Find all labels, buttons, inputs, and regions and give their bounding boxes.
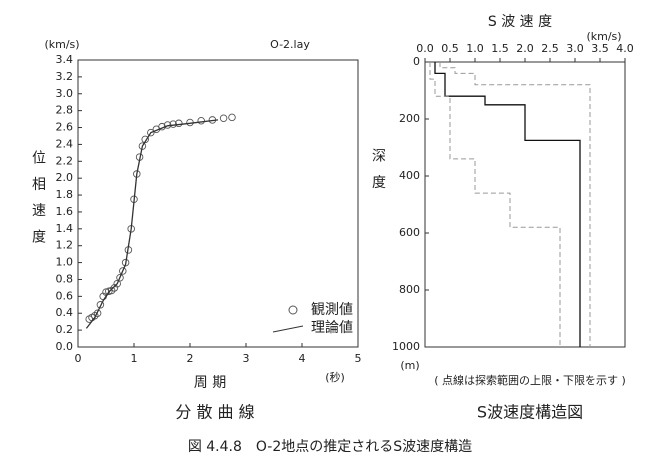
observed-point xyxy=(93,309,102,317)
y-tick-label: 0.4 xyxy=(56,306,74,319)
observed-point xyxy=(116,274,124,282)
x-tick-label: 2.5 xyxy=(541,42,559,55)
y-tick-label: 0.2 xyxy=(56,323,74,336)
x-tick-label: 1.5 xyxy=(491,42,509,55)
x-tick-label: 5 xyxy=(355,352,362,365)
x-unit: (秒) xyxy=(325,370,345,384)
y-tick-label: 0.8 xyxy=(56,272,74,285)
bound-line xyxy=(439,62,591,347)
x-tick-label: 4.0 xyxy=(616,42,634,55)
note: ( 点線は探索範囲の上限・下限を示す ) xyxy=(434,373,626,387)
y-tick-label: 3.4 xyxy=(56,53,74,66)
y-unit: (m) xyxy=(400,359,419,372)
legend-label: 観測値 xyxy=(311,301,353,318)
observed-point xyxy=(147,128,155,137)
y-tick-label: 600 xyxy=(399,226,420,239)
observed-point xyxy=(197,117,205,125)
observed-point xyxy=(119,267,127,275)
x-tick-label: 1.0 xyxy=(466,42,484,55)
x-tick-label: 3.0 xyxy=(566,42,584,55)
y-tick-label: 1.8 xyxy=(56,188,74,201)
caption: 分 散 曲 線 xyxy=(175,403,254,422)
x-tick-label: 3 xyxy=(243,352,250,365)
y-tick-label: 3.2 xyxy=(56,70,74,83)
x-tick-label: 4 xyxy=(299,352,306,365)
y-tick-label: 2.4 xyxy=(56,137,74,150)
y-tick-label: 2.8 xyxy=(56,104,74,117)
observed-point xyxy=(175,119,183,128)
x-tick-label: 0.0 xyxy=(416,42,434,55)
title: S 波 速 度 xyxy=(488,14,552,30)
x-tick-label: 2.0 xyxy=(516,42,534,55)
y-tick-label: 1.6 xyxy=(56,205,74,218)
y-tick-label: 0.0 xyxy=(56,340,74,353)
profile-line xyxy=(434,62,581,347)
x-unit: (km/s) xyxy=(586,30,621,43)
y-axis-label: 深 度 xyxy=(370,148,386,192)
figure-caption: 図 4.4.8 O-2地点の推定されるS波速度構造 xyxy=(188,439,472,455)
x-tick-label: 3.5 xyxy=(591,42,609,55)
profile-line xyxy=(85,119,219,329)
legend-symbol xyxy=(272,325,304,333)
x-tick-label: 0 xyxy=(75,352,82,365)
y-tick-label: 1000 xyxy=(392,340,420,353)
y-tick-label: 1.2 xyxy=(56,239,74,252)
bound-line xyxy=(429,62,561,347)
y-tick-label: 200 xyxy=(399,112,420,125)
legend-symbol xyxy=(288,305,298,315)
y-axis-label: 位 相 速 度 xyxy=(30,150,46,247)
y-tick-label: 0.6 xyxy=(56,289,74,302)
y-tick-label: 400 xyxy=(399,169,420,182)
observed-point xyxy=(219,114,228,122)
y-tick-label: 1.4 xyxy=(56,222,74,235)
x-tick-label: 0.5 xyxy=(441,42,459,55)
observed-point xyxy=(96,301,105,309)
y-tick-label: 2.6 xyxy=(56,121,74,134)
file-label: O-2.lay xyxy=(270,38,310,51)
y-tick-label: 2.0 xyxy=(56,171,74,184)
y-tick-label: 800 xyxy=(399,283,420,296)
caption: S波速度構造図 xyxy=(477,403,583,422)
legend-label: 理論値 xyxy=(311,320,353,336)
observed-point xyxy=(228,113,236,122)
y-unit: (km/s) xyxy=(44,38,79,51)
y-tick-label: 0 xyxy=(413,55,420,68)
y-tick-label: 3.0 xyxy=(56,87,74,100)
y-tick-label: 2.2 xyxy=(56,154,74,167)
x-label: 周 期 xyxy=(194,375,226,391)
x-tick-label: 2 xyxy=(187,352,194,365)
observed-point xyxy=(113,279,121,288)
y-tick-label: 1.0 xyxy=(56,256,74,269)
plot-frame xyxy=(77,59,359,348)
x-tick-label: 1 xyxy=(131,352,138,365)
